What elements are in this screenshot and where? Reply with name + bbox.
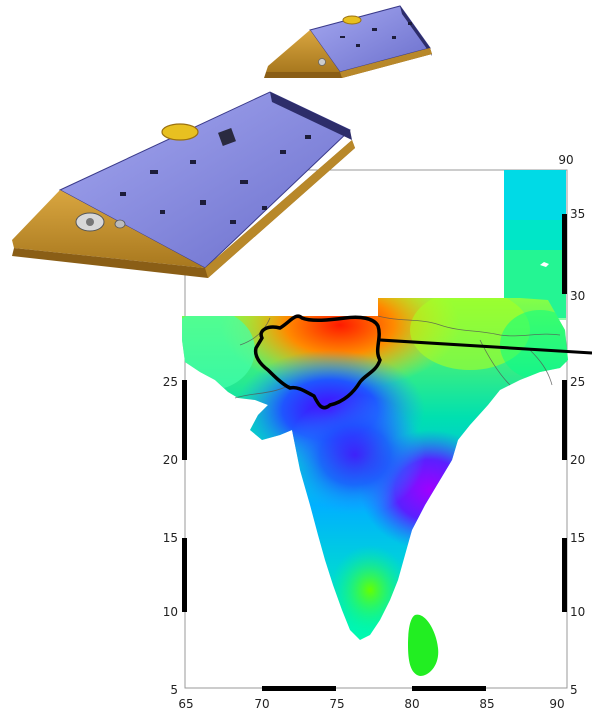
x-tick-label: 70 xyxy=(254,697,269,711)
y-axis-ticks-right: 35 30 25 20 15 10 5 xyxy=(570,207,585,697)
map-panel: 65 70 75 80 85 90 90 25 20 15 10 5 35 30… xyxy=(163,153,592,711)
y-tick-label: 5 xyxy=(570,683,578,697)
y-tick-label: 35 xyxy=(570,207,585,221)
y-tick-label: 30 xyxy=(570,289,585,303)
y-axis-ticks-left: 25 20 15 10 5 xyxy=(163,375,178,697)
y-tick-label: 25 xyxy=(163,375,178,389)
satellite-small-icon xyxy=(264,5,432,78)
y-tick-label: 15 xyxy=(163,531,178,545)
y-tick-label: 20 xyxy=(163,453,178,467)
x-tick-label: 90 xyxy=(549,697,564,711)
x-tick-label: 65 xyxy=(178,697,193,711)
sri-lanka-island xyxy=(408,614,439,676)
axis-scale-bars xyxy=(182,214,567,691)
x-tick-label: 80 xyxy=(404,697,419,711)
satellite-large-icon xyxy=(12,91,355,278)
y-tick-label: 25 xyxy=(570,375,585,389)
x-tick-label: 85 xyxy=(479,697,494,711)
x-axis-ticks: 65 70 75 80 85 90 xyxy=(178,697,564,711)
x-tick-label: 75 xyxy=(329,697,344,711)
top-tick-label: 90 xyxy=(558,153,573,167)
highlight-region-outline xyxy=(253,314,382,410)
y-tick-label: 15 xyxy=(570,531,585,545)
y-tick-label: 10 xyxy=(570,605,585,619)
y-tick-label: 10 xyxy=(163,605,178,619)
north-strip-colour-field xyxy=(504,170,566,320)
pointer-line xyxy=(379,338,592,355)
y-tick-label: 5 xyxy=(170,683,178,697)
y-tick-label: 20 xyxy=(570,453,585,467)
